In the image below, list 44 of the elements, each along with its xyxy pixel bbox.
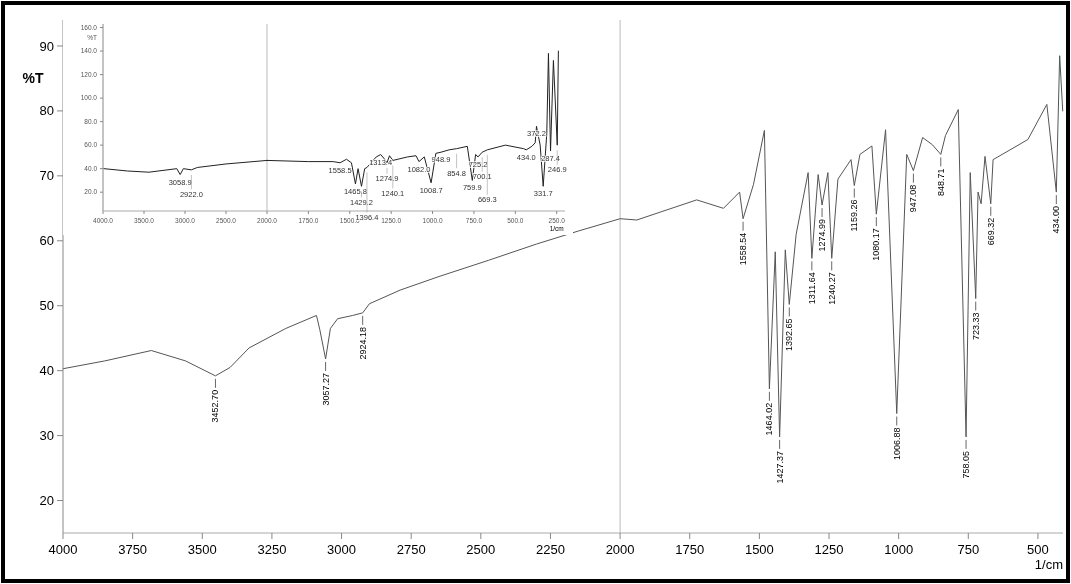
x-axis-title: 1/cm xyxy=(1034,557,1063,572)
annotation: 669.32 xyxy=(985,217,996,246)
x-tick-label: 3000 xyxy=(327,542,357,557)
annotation: 1240.27 xyxy=(826,272,837,305)
annotation: 1311.64 xyxy=(806,272,817,305)
y-axis-title: %T xyxy=(22,70,44,87)
x-tick-label: 3750 xyxy=(118,542,148,557)
x-tick-label: 3500 xyxy=(187,542,217,557)
annotation: 2924.18 xyxy=(357,326,368,360)
annotation: 1558.54 xyxy=(738,232,749,266)
annotation: 3452.70 xyxy=(210,389,221,423)
annotation: 1427.37 xyxy=(774,450,785,484)
annotation: 947.08 xyxy=(908,184,919,213)
y-tick-label: 70 xyxy=(39,168,54,184)
y-tick-label: 50 xyxy=(39,298,54,314)
x-tick-label: 4000 xyxy=(48,542,78,557)
x-tick-label: 2750 xyxy=(396,542,426,557)
annotation: 723.33 xyxy=(970,312,981,341)
y-tick-label: 90 xyxy=(39,38,54,54)
annotation: 1006.88 xyxy=(891,427,902,461)
annotation: 1159.26 xyxy=(849,199,860,232)
annotation: 1464.02 xyxy=(764,402,775,436)
x-tick-label: 1000 xyxy=(884,542,914,557)
annotation: 1080.17 xyxy=(871,228,882,261)
annotation: 1392.65 xyxy=(784,318,795,351)
annotation: 1274.99 xyxy=(817,219,828,252)
y-tick-label: 20 xyxy=(39,493,54,509)
y-tick-label: 40 xyxy=(39,363,54,379)
x-tick-label: 1250 xyxy=(814,542,844,557)
y-tick-label: 60 xyxy=(39,233,54,249)
x-tick-label: 750 xyxy=(957,542,980,557)
x-tick-label: 1500 xyxy=(744,542,774,557)
x-tick-label: 3250 xyxy=(257,542,287,557)
x-tick-label: 2000 xyxy=(605,542,635,557)
annotation: 758.05 xyxy=(961,450,972,479)
annotation: 434.00 xyxy=(1051,206,1062,234)
x-tick-label: 2250 xyxy=(536,542,565,557)
annotation: 3057.27 xyxy=(320,372,331,406)
y-tick-label: 80 xyxy=(39,103,54,119)
x-tick-label: 1750 xyxy=(675,542,705,557)
annotation: 848.71 xyxy=(935,168,946,196)
y-tick-label: 30 xyxy=(39,428,54,444)
x-tick-label: 2500 xyxy=(466,542,496,557)
x-tick-label: 500 xyxy=(1027,542,1049,557)
